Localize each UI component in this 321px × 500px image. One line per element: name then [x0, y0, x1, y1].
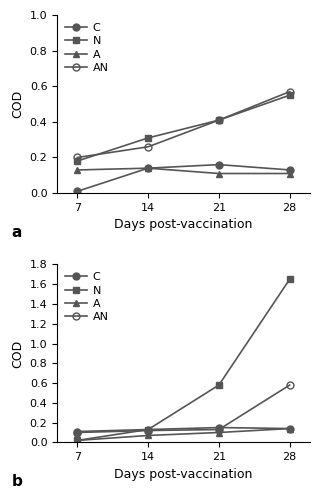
Legend: C, N, A, AN: C, N, A, AN — [63, 20, 111, 75]
A — [75, 438, 79, 444]
Line: N: N — [74, 276, 293, 444]
C — [217, 162, 221, 168]
Line: N: N — [74, 92, 293, 164]
N — [217, 382, 221, 388]
A — [288, 426, 291, 432]
Legend: C, N, A, AN: C, N, A, AN — [63, 270, 111, 324]
Y-axis label: COD: COD — [11, 90, 24, 118]
Line: AN: AN — [74, 382, 293, 436]
C — [217, 424, 221, 430]
Line: C: C — [74, 424, 293, 435]
X-axis label: Days post-vaccination: Days post-vaccination — [114, 468, 253, 480]
Text: b: b — [12, 474, 22, 490]
C — [146, 426, 150, 432]
AN — [75, 154, 79, 160]
A — [146, 432, 150, 438]
A — [217, 170, 221, 176]
N — [217, 117, 221, 123]
C — [288, 426, 291, 432]
N — [288, 276, 291, 282]
C — [288, 167, 291, 173]
A — [146, 165, 150, 171]
Text: a: a — [12, 225, 22, 240]
A — [217, 430, 221, 436]
Y-axis label: COD: COD — [11, 340, 24, 367]
A — [288, 170, 291, 176]
C — [146, 165, 150, 171]
AN — [288, 88, 291, 94]
Line: A: A — [74, 164, 293, 177]
Line: AN: AN — [74, 88, 293, 161]
N — [288, 92, 291, 98]
X-axis label: Days post-vaccination: Days post-vaccination — [114, 218, 253, 232]
AN — [217, 426, 221, 432]
N — [146, 135, 150, 141]
AN — [146, 428, 150, 434]
C — [75, 428, 79, 434]
C — [75, 188, 79, 194]
Line: A: A — [74, 425, 293, 444]
N — [75, 438, 79, 444]
AN — [146, 144, 150, 150]
AN — [217, 117, 221, 123]
Line: C: C — [74, 161, 293, 195]
AN — [288, 382, 291, 388]
A — [75, 167, 79, 173]
AN — [75, 430, 79, 436]
N — [146, 426, 150, 432]
N — [75, 158, 79, 164]
